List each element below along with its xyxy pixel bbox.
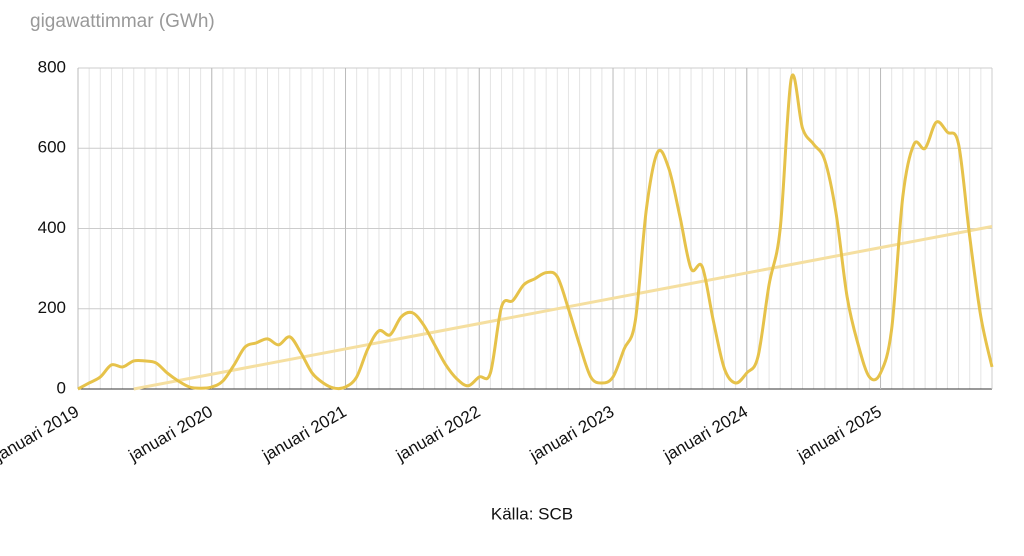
y-tick-label: 400 [38, 218, 66, 237]
trend-line [133, 225, 993, 391]
x-tick-label: januari 2021 [258, 402, 349, 466]
x-tick-label: januari 2025 [793, 402, 884, 466]
y-axis-label: gigawattimmar (GWh) [30, 11, 215, 32]
x-tick-label: januari 2022 [392, 402, 483, 466]
x-tick-label: januari 2024 [660, 402, 751, 466]
y-tick-label: 600 [38, 138, 66, 157]
y-tick-label: 200 [38, 298, 66, 317]
x-tick-label: januari 2023 [526, 402, 617, 466]
x-tick-label: januari 2019 [0, 402, 82, 466]
source: Källa: SCB [491, 504, 573, 523]
x-tick-label: januari 2020 [125, 402, 216, 466]
y-tick-label: 0 [57, 378, 66, 397]
data-line [77, 73, 994, 391]
y-tick-label: 800 [38, 57, 66, 76]
